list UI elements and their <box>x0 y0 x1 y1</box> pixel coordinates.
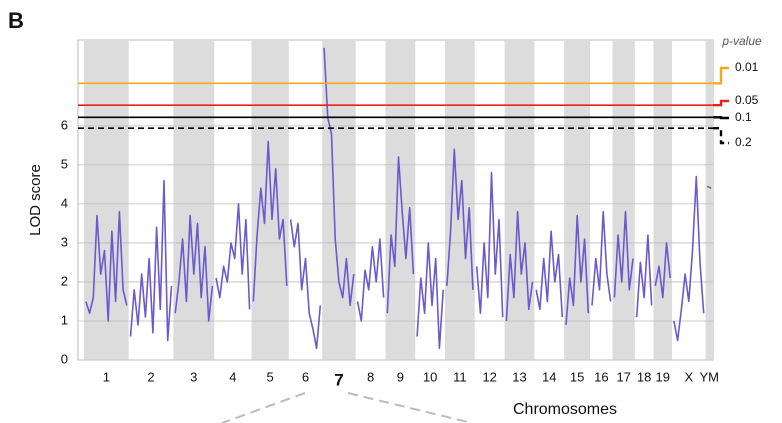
x-tick-label: 18 <box>637 369 651 384</box>
legend-label: 0.05 <box>735 93 759 107</box>
panel-label: B <box>8 8 24 33</box>
x-tick-label: 14 <box>542 369 556 384</box>
y-tick-label: 3 <box>61 234 68 249</box>
x-tick-label: 16 <box>594 369 608 384</box>
lod-line <box>505 210 534 322</box>
x-tick-label: 11 <box>453 369 467 384</box>
chromosome-band <box>705 40 713 360</box>
y-tick-label: 6 <box>61 117 68 132</box>
legend-glyph <box>713 66 729 85</box>
lod-line <box>707 185 712 190</box>
lod-line <box>416 242 444 350</box>
x-tick-label: 8 <box>367 369 374 384</box>
lod-line <box>289 219 322 350</box>
x-tick-label: 4 <box>229 369 236 384</box>
legend-label: 0.2 <box>735 135 752 149</box>
x-tick-label: 17 <box>616 369 630 384</box>
legend-glyph <box>713 126 729 145</box>
x-axis-label: Chromosomes <box>513 401 617 418</box>
legend-label: 0.1 <box>735 110 752 124</box>
x-tick-label: 9 <box>397 369 404 384</box>
lod-line <box>85 210 128 322</box>
lod-line <box>591 210 612 306</box>
y-tick-label: 5 <box>61 156 68 171</box>
x-tick-label: 1 <box>103 369 110 384</box>
y-tick-label: 4 <box>61 195 68 210</box>
chromosome-band <box>653 40 673 360</box>
lod-line <box>673 175 705 342</box>
lod-line <box>356 238 385 322</box>
x-tick-label: 15 <box>570 369 584 384</box>
lod-line <box>252 140 288 302</box>
lod-line <box>215 203 251 310</box>
x-tick-label: 12 <box>482 369 496 384</box>
lod-line <box>613 210 634 298</box>
legend-glyph <box>713 99 729 107</box>
chromosome-band <box>612 40 635 360</box>
x-tick-label: 10 <box>423 369 437 384</box>
chromosome-band <box>385 40 416 360</box>
lod-line <box>129 179 173 342</box>
x-tick-label: 7 <box>334 370 343 389</box>
y-axis-label: LOD score <box>27 164 44 236</box>
chromosome-band <box>564 40 591 360</box>
lod-line <box>446 148 474 290</box>
x-tick-label: 6 <box>302 369 309 384</box>
lod-line <box>635 234 653 318</box>
x-tick-label: YM <box>700 369 720 384</box>
lod-line <box>386 156 415 314</box>
x-tick-label: 19 <box>656 369 670 384</box>
lod-line <box>654 242 671 299</box>
y-tick-label: 2 <box>61 273 68 288</box>
chromosome-band <box>251 40 289 360</box>
chromosome-band <box>504 40 535 360</box>
zoom-line <box>221 392 306 423</box>
x-tick-label: 13 <box>512 369 526 384</box>
lod-line <box>475 171 504 318</box>
x-tick-label: 5 <box>266 369 273 384</box>
chromosome-band <box>322 40 356 360</box>
lod-line <box>174 214 214 322</box>
x-tick-label: X <box>684 369 693 384</box>
legend-glyph <box>713 116 729 120</box>
legend-label: 0.01 <box>735 60 759 74</box>
zoom-line <box>347 392 473 423</box>
lod-line <box>565 214 590 325</box>
x-tick-label: 3 <box>190 369 197 384</box>
x-tick-label: 2 <box>147 369 154 384</box>
y-tick-label: 0 <box>61 351 68 366</box>
lod-line <box>323 47 355 307</box>
lod-line <box>535 230 564 318</box>
y-tick-label: 1 <box>61 312 68 327</box>
legend-title: p-value <box>721 34 762 48</box>
